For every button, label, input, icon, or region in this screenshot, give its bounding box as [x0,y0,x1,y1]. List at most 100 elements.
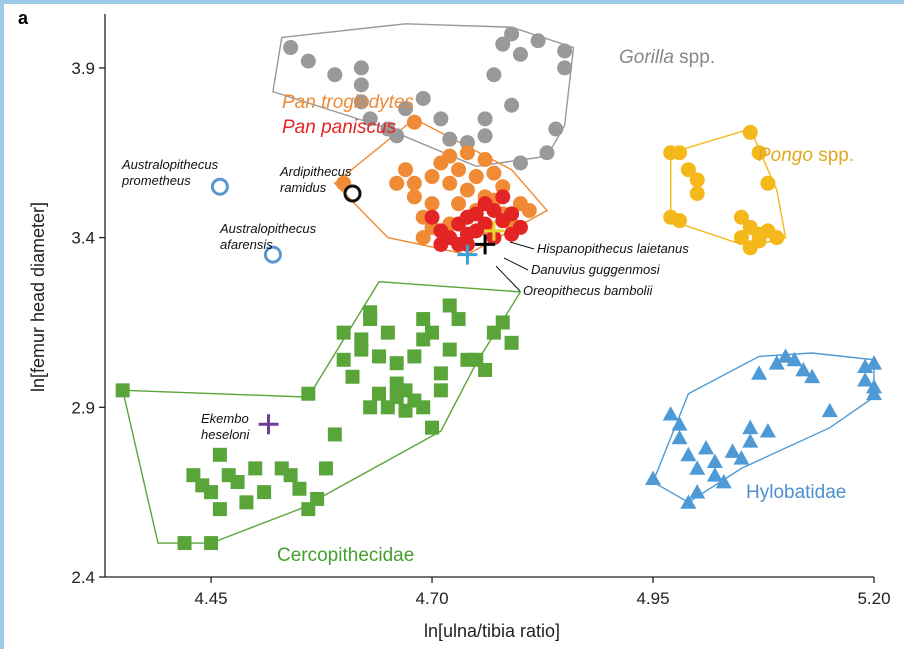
label-cercopithecidae: Cercopithecidae [277,545,414,566]
point-gorilla-14 [477,128,493,144]
point-hylo-6 [689,484,706,499]
point-hylo-2 [671,416,688,431]
point-pan_t-8 [424,169,440,185]
point-pongo-2 [742,124,758,140]
hull-gorilla [272,23,575,168]
point-cerco-24 [354,342,369,357]
point-pan_p-19 [477,196,493,212]
point-pongo-6 [689,185,705,201]
y-axis-title: ln[femur head diameter] [28,202,48,392]
point-cerco-12 [292,481,307,496]
label-gorilla: Gorilla spp. [619,47,715,68]
point-pan_t-5 [398,162,414,178]
point-cerco-36 [407,349,422,364]
point-gorilla-6 [362,111,378,127]
point-gorilla-0 [283,40,299,56]
point-cerco-0 [115,383,130,398]
point-pongo-3 [751,145,767,161]
point-hylo-19 [786,351,803,367]
y-tick-label-3: 3.9 [71,59,95,78]
point-pongo-7 [760,175,776,191]
point-pan_p-14 [495,189,511,205]
point-gorilla-12 [442,131,458,147]
point-hylo-0 [645,470,662,485]
point-pan_t-31 [477,152,493,168]
point-pan_t-29 [442,148,458,164]
point-gorilla-18 [504,26,520,42]
point-hylo-20 [795,361,812,377]
point-pan_p-10 [477,216,493,232]
point-gorilla-8 [389,128,405,144]
point-cerco-11 [283,468,298,483]
point-hylo-25 [866,355,882,370]
y-tick-label-0: 2.4 [71,568,95,587]
label-pan-paniscus: Pan paniscus [282,117,397,138]
point-gorilla-23 [548,121,564,137]
leader-oreopithecus [495,265,521,292]
point-cerco-20 [327,427,342,442]
point-hylo-7 [698,440,715,455]
point-hylo-14 [742,419,759,435]
point-pan_t-30 [459,145,475,161]
group-hulls [121,23,875,544]
point-gorilla-9 [398,101,414,117]
point-gorilla-15 [477,111,493,127]
point-cerco-42 [442,298,457,313]
point-gorilla-19 [512,46,528,62]
fossil-hispano [483,220,504,241]
point-pan_t-6 [406,189,422,205]
point-cerco-31 [389,356,404,371]
point-hylo-24 [857,372,874,387]
point-pan_t-26 [415,230,431,246]
point-pongo-1 [672,145,688,161]
label-hispanopithecus: Hispanopithecus laietanus [537,241,689,256]
label-australopithecus-afarensis: Australopithecus afarensis [219,221,320,252]
point-pan_t-2 [486,165,502,181]
point-gorilla-20 [530,33,546,49]
x-tick-label-0: 4.45 [195,589,228,608]
point-pongo-5 [689,172,705,188]
point-cerco-43 [442,342,457,357]
point-pan_t-9 [424,196,440,212]
point-cerco-28 [372,386,387,401]
label-hylobatidae: Hylobatidae [746,482,846,503]
point-pan_p-0 [424,209,440,225]
point-pongo-10 [733,209,749,225]
x-tick-label-1: 4.70 [415,589,448,608]
point-cerco-51 [363,312,378,327]
fossil-oreo [457,244,478,265]
point-cerco-38 [416,400,431,415]
point-cerco-50 [504,335,519,350]
point-cerco-47 [478,362,493,377]
point-gorilla-26 [512,155,528,171]
fossil-aprom [210,177,229,196]
point-hylo-5 [689,460,706,475]
point-hylo-27 [866,385,882,401]
point-cerco-21 [336,352,351,367]
axes [104,14,874,578]
y-tick-label-2: 3.4 [71,229,95,248]
label-oreopithecus: Oreopithecus bambolii [523,283,653,298]
point-pan_t-14 [451,196,467,212]
point-pongo-17 [742,240,758,256]
point-hylo-22 [821,402,838,418]
point-cerco-54 [416,312,431,327]
label-ekembo: Ekembo heseloni [201,411,252,442]
point-gorilla-25 [504,97,520,113]
point-gorilla-24 [539,145,555,161]
point-pan_t-17 [468,169,484,185]
point-pongo-14 [769,230,785,246]
point-hylo-1 [662,406,679,421]
point-pan_t-11 [442,175,458,191]
point-gorilla-21 [557,60,573,76]
figure-panel: a 4.45 4.70 4.95 5.20 2.4 2.9 3.4 3.9 ln[ulna/t… [4,4,904,649]
point-cerco-30 [380,325,395,340]
data-points [115,26,882,551]
point-pan_p-18 [459,236,475,252]
label-ardipithecus: Ardipithecus ramidus [279,164,355,195]
y-tick-label-1: 2.9 [71,398,95,417]
point-pan_t-25 [512,196,528,212]
point-cerco-49 [495,315,510,330]
fossil-danuvius [475,234,496,255]
point-pongo-4 [680,162,696,178]
